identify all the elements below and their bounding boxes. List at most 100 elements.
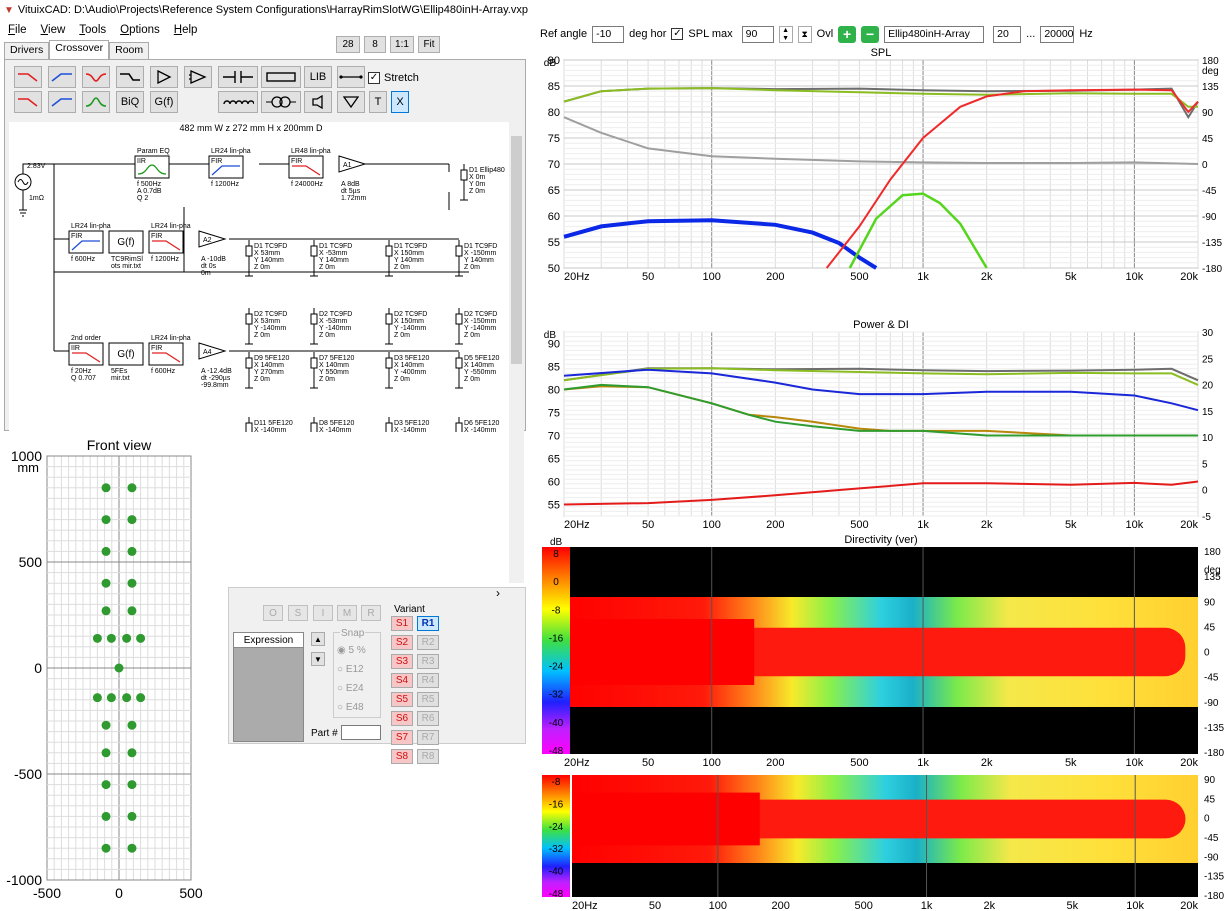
directivity-chart[interactable]: 8 0 -8 -16 -24 -32 -40 -48 180 135 90 45 0 -45 -90 -135… bbox=[536, 531, 1224, 769]
variant-r6-button[interactable]: R6 bbox=[417, 711, 439, 726]
move-down-icon[interactable]: ▼ bbox=[311, 652, 325, 666]
zoom-toolbar: 28 8 1:1 Fit bbox=[336, 36, 440, 53]
spl-chart[interactable]: 90 85 80 75 70 65 60 55 50 180 135 90 45 0 -45 -90 -135 -… bbox=[536, 46, 1224, 290]
zoom-1-1-button[interactable]: 1:1 bbox=[390, 36, 414, 53]
part-number-input[interactable] bbox=[341, 725, 381, 740]
variant-r2-button[interactable]: R2 bbox=[417, 635, 439, 650]
menu-view[interactable]: View bbox=[40, 24, 66, 36]
variant-s5-button[interactable]: S5 bbox=[391, 692, 413, 707]
source-resistance: 1mΩ bbox=[29, 195, 44, 202]
shelf-button[interactable] bbox=[116, 66, 144, 88]
snap-e24[interactable]: ○ E24 bbox=[337, 683, 364, 694]
x-button[interactable]: X bbox=[391, 91, 409, 113]
ground-button[interactable] bbox=[337, 91, 365, 113]
snap-e48[interactable]: ○ E48 bbox=[337, 702, 364, 713]
variant-r5-button[interactable]: R5 bbox=[417, 692, 439, 707]
spin-down-icon[interactable]: ▼ bbox=[782, 34, 790, 42]
biquad-button[interactable]: BiQ bbox=[116, 91, 144, 113]
speaker-button[interactable] bbox=[304, 91, 332, 113]
zoom-28-button[interactable]: 28 bbox=[336, 36, 360, 53]
m-button[interactable]: M bbox=[337, 605, 357, 621]
driver-param: X 140mm bbox=[464, 362, 494, 369]
notch-icon bbox=[85, 73, 107, 82]
y2-tick-label: 90 bbox=[1204, 597, 1216, 608]
snap-e12[interactable]: ○ E12 bbox=[337, 664, 364, 675]
stretch-checkbox[interactable]: ✓ bbox=[368, 72, 380, 84]
transformer-button[interactable] bbox=[261, 91, 301, 113]
zoom-8-button[interactable]: 8 bbox=[364, 36, 386, 53]
schematic-canvas[interactable]: 482 mm W z 272 mm H x 200mm D 2.83V 1mΩ … bbox=[9, 122, 518, 490]
wire-button[interactable] bbox=[337, 66, 365, 88]
variant-s2-button[interactable]: S2 bbox=[391, 635, 413, 650]
directivity-chart-2[interactable]: -8 -16 -24 -32 -40 -48 90 45 0 -45 -90 -135 -180 20Hz… bbox=[536, 771, 1224, 911]
x-tick-label: 500 bbox=[850, 271, 868, 283]
variant-s7-button[interactable]: S7 bbox=[391, 730, 413, 745]
i-button[interactable]: I bbox=[313, 605, 333, 621]
spin-up-icon[interactable]: ▲ bbox=[782, 26, 790, 34]
variant-r8-button[interactable]: R8 bbox=[417, 749, 439, 764]
menu-file[interactable]: File bbox=[8, 24, 27, 36]
menu-tools[interactable]: Tools bbox=[79, 24, 107, 36]
buffer-button[interactable] bbox=[150, 66, 178, 88]
move-up-icon[interactable]: ▲ bbox=[311, 632, 325, 646]
block-param: TC9RimSl bbox=[111, 256, 143, 263]
spl-max-input[interactable]: 90 bbox=[741, 25, 774, 43]
expression-area[interactable] bbox=[233, 632, 304, 742]
zoom-fit-button[interactable]: Fit bbox=[418, 36, 440, 53]
overlay-add-icon[interactable]: + bbox=[838, 25, 857, 43]
lowpass2-button[interactable] bbox=[14, 91, 42, 113]
stretch-toggle[interactable]: ✓ Stretch bbox=[368, 72, 419, 84]
driver-param: Z 0m bbox=[319, 376, 335, 383]
variant-r1-button[interactable]: R1 bbox=[417, 616, 439, 631]
inductor-button[interactable] bbox=[218, 91, 258, 113]
lowpass-button[interactable] bbox=[14, 66, 42, 88]
highpass2-button[interactable] bbox=[48, 91, 76, 113]
variant-s6-button[interactable]: S6 bbox=[391, 711, 413, 726]
variant-s3-button[interactable]: S3 bbox=[391, 654, 413, 669]
freq-high-input[interactable]: 20000 bbox=[1040, 25, 1075, 43]
variant-s1-button[interactable]: S1 bbox=[391, 616, 413, 631]
opamp-button[interactable] bbox=[184, 66, 212, 88]
ref-angle-input[interactable]: -10 bbox=[592, 25, 625, 43]
tab-drivers[interactable]: Drivers bbox=[4, 42, 50, 59]
highpass-button[interactable] bbox=[48, 66, 76, 88]
o-button[interactable]: O bbox=[263, 605, 283, 621]
text-button[interactable]: T bbox=[369, 91, 387, 113]
snap-5pct[interactable]: ◉ 5 % bbox=[337, 645, 366, 656]
overlay-remove-icon[interactable]: − bbox=[861, 25, 880, 43]
driver-param: X 140mm bbox=[254, 362, 284, 369]
spl-limit-icon[interactable]: ⧗ bbox=[797, 25, 812, 43]
variant-r7-button[interactable]: R7 bbox=[417, 730, 439, 745]
notch-button[interactable] bbox=[82, 66, 110, 88]
peak-button[interactable] bbox=[82, 91, 110, 113]
lib-button[interactable]: LIB bbox=[304, 66, 332, 88]
freq-low-input[interactable]: 20 bbox=[993, 25, 1022, 43]
variant-s4-button[interactable]: S4 bbox=[391, 673, 413, 688]
panel-expand-icon[interactable]: › bbox=[496, 586, 500, 600]
snap-label: Snap bbox=[340, 628, 366, 639]
menu-help[interactable]: Help bbox=[173, 24, 198, 36]
r-button[interactable]: R bbox=[361, 605, 381, 621]
block-curve-icon bbox=[72, 352, 101, 363]
spl-spinner[interactable]: ▲ ▼ bbox=[778, 25, 793, 43]
overlay-name-input[interactable]: Ellip480inH-Array bbox=[884, 25, 985, 43]
tab-crossover[interactable]: Crossover bbox=[49, 40, 110, 59]
y2-tick-label: 45 bbox=[1202, 134, 1214, 145]
gf-button[interactable]: G(f) bbox=[150, 91, 178, 113]
schematic-scrollbar[interactable] bbox=[509, 120, 524, 583]
scrollbar-thumb[interactable] bbox=[511, 136, 522, 364]
menu-options[interactable]: Options bbox=[120, 24, 160, 36]
driver-icon bbox=[455, 313, 463, 325]
resistor-button[interactable] bbox=[261, 66, 301, 88]
s-button[interactable]: S bbox=[288, 605, 308, 621]
variant-r3-button[interactable]: R3 bbox=[417, 654, 439, 669]
spl-max-checkbox[interactable]: ✓ bbox=[671, 28, 684, 40]
capacitor-button[interactable] bbox=[218, 66, 258, 88]
variant-r4-button[interactable]: R4 bbox=[417, 673, 439, 688]
expression-header[interactable]: Expression bbox=[233, 632, 304, 648]
driver-param: X -140mm bbox=[394, 427, 426, 432]
variant-s8-button[interactable]: S8 bbox=[391, 749, 413, 764]
tab-room[interactable]: Room bbox=[109, 42, 150, 59]
